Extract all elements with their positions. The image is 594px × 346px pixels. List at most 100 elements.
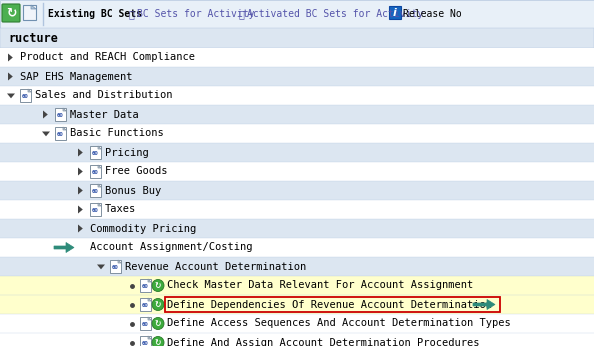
Polygon shape — [78, 206, 83, 213]
Bar — [110, 260, 121, 273]
Circle shape — [152, 299, 164, 310]
Bar — [140, 317, 151, 330]
Polygon shape — [28, 89, 31, 92]
Text: 60: 60 — [22, 94, 29, 99]
Text: Product and REACH Compliance: Product and REACH Compliance — [20, 53, 195, 63]
Bar — [0, 28, 594, 48]
Text: i: i — [393, 8, 397, 18]
Text: Sales and Distribution: Sales and Distribution — [35, 91, 172, 100]
Text: ↻: ↻ — [155, 338, 161, 346]
Text: Check Master Data Relevant For Account Assignment: Check Master Data Relevant For Account A… — [167, 281, 473, 291]
Bar — [0, 67, 594, 86]
Text: Define Access Sequences And Account Determination Types: Define Access Sequences And Account Dete… — [167, 319, 511, 328]
Polygon shape — [42, 131, 50, 136]
Bar — [389, 6, 401, 19]
Bar — [0, 276, 594, 295]
Bar — [0, 86, 594, 105]
Text: Revenue Account Determination: Revenue Account Determination — [125, 262, 307, 272]
Text: 60: 60 — [92, 208, 99, 213]
Text: 60: 60 — [57, 132, 64, 137]
Bar — [0, 105, 594, 124]
Text: ⛯: ⛯ — [239, 9, 245, 19]
Polygon shape — [31, 5, 36, 9]
Bar — [0, 219, 594, 238]
Text: Pricing: Pricing — [105, 147, 148, 157]
Circle shape — [152, 280, 164, 291]
Text: 60: 60 — [142, 284, 149, 289]
Bar — [0, 200, 594, 219]
Text: Master Data: Master Data — [70, 109, 139, 119]
Bar — [0, 295, 594, 314]
Bar — [165, 297, 500, 312]
Bar — [0, 162, 594, 181]
Text: Free Goods: Free Goods — [105, 166, 168, 176]
Bar — [0, 314, 594, 333]
Text: ↻: ↻ — [155, 300, 161, 309]
Polygon shape — [98, 165, 101, 168]
Text: Define Dependencies Of Revenue Account Determination: Define Dependencies Of Revenue Account D… — [167, 300, 492, 310]
Polygon shape — [148, 298, 151, 301]
Text: Bonus Buy: Bonus Buy — [105, 185, 161, 195]
Text: BC Sets for Activity: BC Sets for Activity — [137, 9, 254, 19]
Polygon shape — [8, 54, 13, 62]
Bar — [0, 0, 594, 28]
Bar — [90, 203, 101, 216]
Text: Account Assignment/Costing: Account Assignment/Costing — [90, 243, 252, 253]
Text: SAP EHS Management: SAP EHS Management — [20, 72, 132, 82]
Text: ↻: ↻ — [155, 281, 161, 290]
Text: 60: 60 — [142, 303, 149, 308]
Text: Release No: Release No — [403, 9, 462, 19]
Bar — [23, 5, 36, 20]
Polygon shape — [78, 167, 83, 175]
Polygon shape — [63, 127, 66, 130]
Bar — [90, 146, 101, 159]
Bar — [0, 238, 594, 257]
Text: 60: 60 — [112, 265, 119, 270]
Bar — [0, 257, 594, 276]
Text: Existing BC Sets: Existing BC Sets — [48, 9, 142, 19]
Text: 60: 60 — [92, 151, 99, 156]
Text: Commodity Pricing: Commodity Pricing — [90, 224, 196, 234]
Bar — [0, 181, 594, 200]
Polygon shape — [148, 336, 151, 339]
Polygon shape — [473, 300, 495, 310]
Circle shape — [152, 318, 164, 329]
Polygon shape — [78, 186, 83, 194]
Polygon shape — [98, 184, 101, 187]
Text: ructure: ructure — [8, 31, 58, 45]
Text: ⛯: ⛯ — [129, 9, 135, 19]
Text: 60: 60 — [92, 189, 99, 194]
Text: 60: 60 — [92, 170, 99, 175]
Bar — [0, 124, 594, 143]
Polygon shape — [78, 225, 83, 233]
Text: ↻: ↻ — [155, 319, 161, 328]
Polygon shape — [98, 203, 101, 206]
Bar — [55, 108, 66, 121]
Text: Taxes: Taxes — [105, 204, 136, 215]
Text: ↻: ↻ — [6, 7, 16, 19]
Bar — [90, 184, 101, 197]
Polygon shape — [98, 146, 101, 149]
Text: Basic Functions: Basic Functions — [70, 128, 164, 138]
Bar — [90, 165, 101, 178]
Polygon shape — [118, 260, 121, 263]
Bar — [0, 143, 594, 162]
Bar — [20, 89, 31, 102]
Polygon shape — [63, 108, 66, 111]
Bar — [140, 336, 151, 346]
Text: Define And Assign Account Determination Procedures: Define And Assign Account Determination … — [167, 337, 479, 346]
Text: 60: 60 — [142, 322, 149, 327]
Polygon shape — [148, 279, 151, 282]
Bar — [0, 48, 594, 67]
Text: Activated BC Sets for Activity: Activated BC Sets for Activity — [247, 9, 424, 19]
Bar — [0, 333, 594, 346]
Polygon shape — [43, 110, 48, 118]
Circle shape — [152, 337, 164, 346]
Polygon shape — [148, 317, 151, 320]
Polygon shape — [7, 93, 15, 98]
Text: 60: 60 — [57, 113, 64, 118]
Bar — [55, 127, 66, 140]
FancyBboxPatch shape — [2, 4, 20, 22]
Text: 60: 60 — [142, 341, 149, 346]
Polygon shape — [97, 264, 105, 269]
